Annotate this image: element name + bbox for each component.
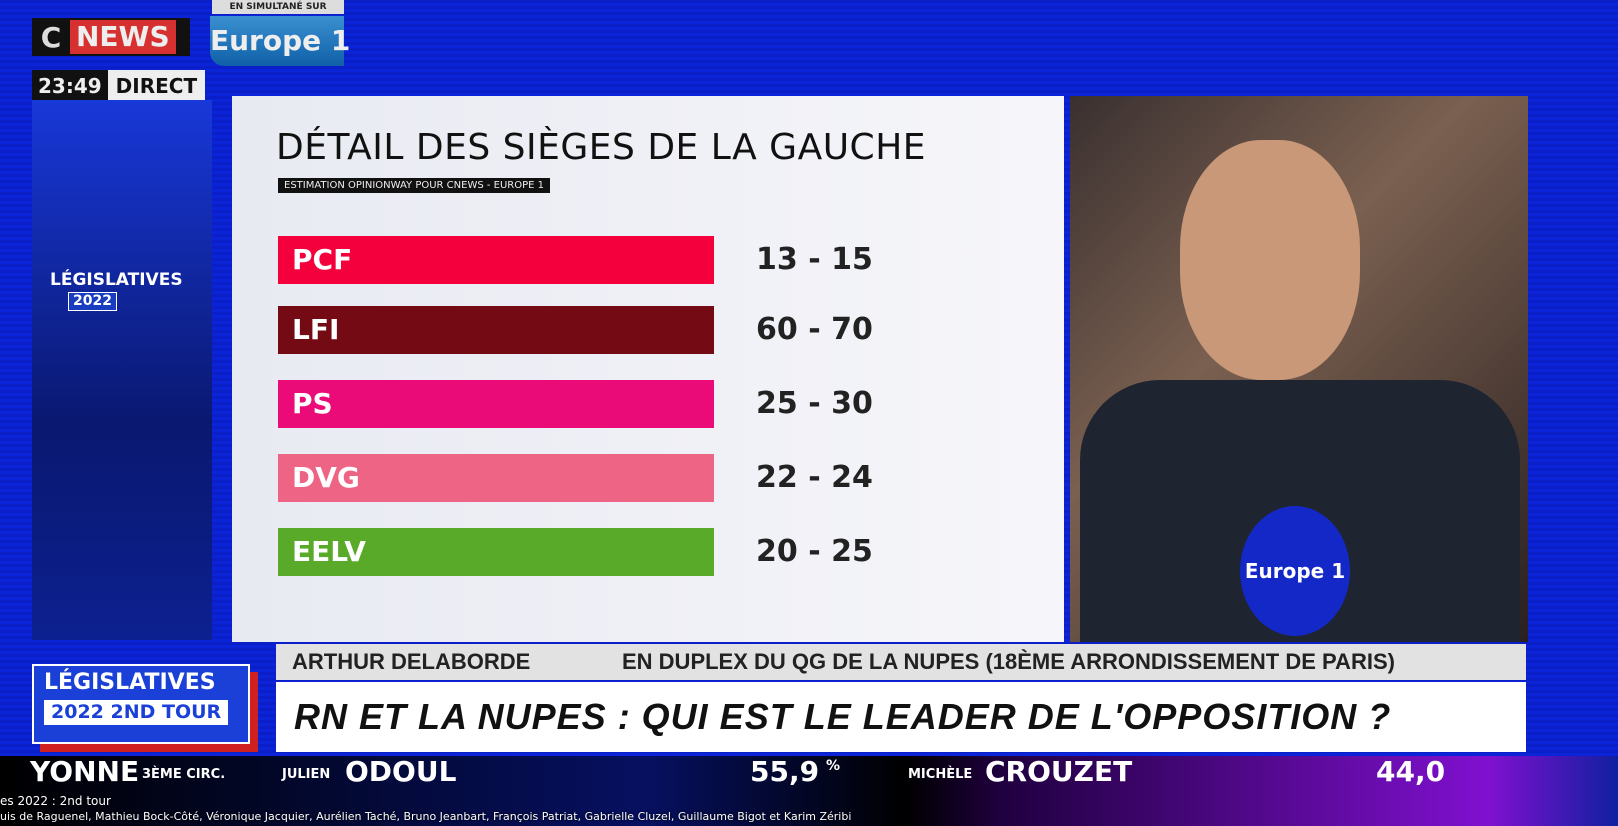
reporter-head: [1180, 140, 1360, 380]
europe1-logo: Europe 1: [210, 16, 350, 66]
clock: 23:49 DIRECT: [32, 70, 206, 102]
logo-c: C: [40, 20, 62, 54]
results-ticker: YONNE 3ÈME CIRC. JULIEN ODOUL 55,9 % MIC…: [0, 755, 1618, 826]
cand1-pct: 55,9: [750, 755, 820, 788]
cand1-first: JULIEN: [282, 767, 331, 782]
simulcast-label: EN SIMULTANÉ SUR: [212, 0, 344, 14]
microphone: Europe 1: [1240, 506, 1350, 636]
reporter-name: ARTHUR DELABORDE: [292, 649, 531, 674]
bar-lfi: LFI: [278, 306, 714, 354]
main-badge: LÉGISLATIVES 2022 2ND TOUR: [32, 664, 250, 744]
cnews-logo: C NEWS: [32, 18, 190, 56]
live-badge: DIRECT: [107, 70, 206, 102]
bar-pcf: PCF: [278, 236, 714, 284]
name-bar: ARTHUR DELABORDE EN DUPLEX DU QG DE LA NU…: [276, 644, 1526, 680]
location: EN DUPLEX DU QG DE LA NUPES (18ÈME ARRON…: [622, 649, 1395, 674]
video-description: uis de Raguenel, Mathieu Bock-Côté, Véro…: [0, 810, 852, 823]
value-pcf: 13 - 15: [756, 242, 873, 277]
pct-sign: %: [826, 758, 841, 774]
value-eelv: 20 - 25: [756, 534, 873, 569]
cand2-last: CROUZET: [985, 755, 1133, 788]
chart-title: DÉTAIL DES SIÈGES DE LA GAUCHE: [276, 127, 927, 168]
side-badge-label: LÉGISLATIVES: [50, 270, 183, 290]
ticker-dept: YONNE: [30, 755, 140, 788]
bar-dvg: DVG: [278, 454, 714, 502]
cand1-last: ODOUL: [345, 755, 457, 788]
cand2-pct: 44,0: [1376, 755, 1446, 788]
time: 23:49: [32, 70, 108, 102]
logo-news: NEWS: [70, 20, 176, 54]
value-ps: 25 - 30: [756, 386, 873, 421]
ticker-circ: 3ÈME CIRC.: [142, 767, 226, 782]
cand2-first: MICHÈLE: [908, 767, 973, 782]
chart-subtitle: ESTIMATION OPINIONWAY POUR CNEWS - EUROP…: [278, 178, 551, 193]
seat-chart: DÉTAIL DES SIÈGES DE LA GAUCHE ESTIMATIO…: [232, 96, 1064, 642]
video-title: es 2022 : 2nd tour: [0, 794, 111, 808]
bar-eelv: EELV: [278, 528, 714, 576]
main-badge-label: LÉGISLATIVES: [44, 670, 216, 695]
headline: RN ET LA NUPES : QUI EST LE LEADER DE L'…: [276, 682, 1526, 752]
side-badge-year: 2022: [68, 292, 117, 312]
side-badge: LÉGISLATIVES 2022: [50, 270, 183, 312]
bar-ps: PS: [278, 380, 714, 428]
main-badge-year: 2022 2ND TOUR: [44, 700, 229, 726]
value-dvg: 22 - 24: [756, 460, 873, 495]
value-lfi: 60 - 70: [756, 312, 873, 347]
assembly-image: [32, 100, 212, 640]
